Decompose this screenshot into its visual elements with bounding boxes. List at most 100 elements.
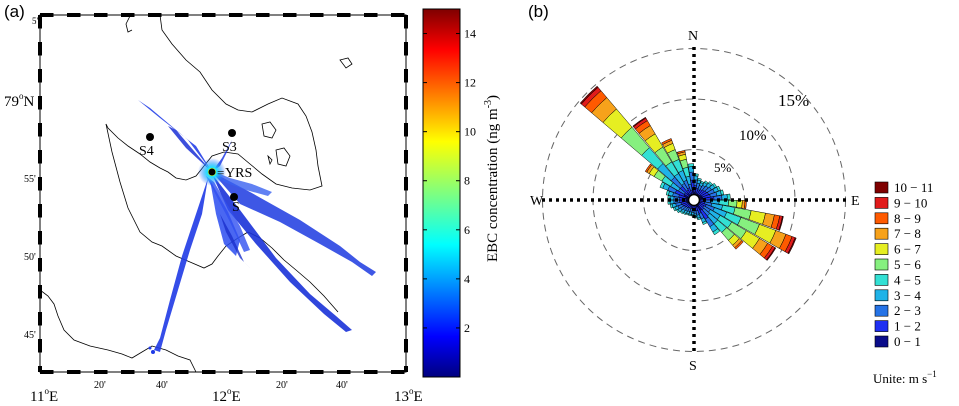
rose-center <box>687 193 701 207</box>
islet-4 <box>339 57 353 69</box>
lat-label-55: 55' <box>24 174 36 185</box>
coastline-north <box>105 15 323 191</box>
legend-label: 5 − 6 <box>894 257 921 272</box>
speed-legend: 10 − 119 − 108 − 97 − 86 − 75 − 64 − 53 … <box>874 180 933 349</box>
frame-tick <box>94 370 108 374</box>
legend-unit: Unite: m s−1 <box>873 369 937 386</box>
frame-tick <box>38 123 42 137</box>
dir-S: S <box>689 359 697 374</box>
legend-swatch <box>874 320 889 332</box>
rose-wedge-25-bin4 <box>700 180 705 185</box>
dir-W: W <box>530 194 544 209</box>
rose-wedge-45-bin4 <box>708 181 713 186</box>
coastline-nw-islet <box>125 15 133 33</box>
station-S3-label: S3 <box>222 140 237 155</box>
map-panel: S4 S3 = YRS S 5' 79oN 55' 50' 45' 11oE 2… <box>4 13 423 405</box>
rose-wedge-285-bin4 <box>665 190 670 196</box>
frame-tick <box>364 370 378 374</box>
islet-3 <box>267 154 273 166</box>
ring-label-5: 5% <box>714 160 732 175</box>
frame-tick <box>38 366 42 372</box>
frame-tick <box>310 370 324 374</box>
frame-tick <box>404 366 408 372</box>
colorbar-tick-label: 12 <box>464 76 476 90</box>
frame-tick <box>404 258 408 272</box>
frame-tick <box>67 370 81 374</box>
lon-label-20b: 20' <box>276 380 288 391</box>
frame-tick <box>404 42 408 56</box>
rose-wedge-165-bin4 <box>697 217 702 221</box>
rose-wedge-295-bin4 <box>659 181 666 189</box>
islet-2 <box>275 147 291 167</box>
legend-label: 6 − 7 <box>894 242 921 257</box>
rose-wedge-255-bin4 <box>669 203 674 209</box>
rose-wedge-85-bin4 <box>726 193 731 201</box>
legend-swatch <box>874 227 889 240</box>
frame-tick <box>364 13 378 17</box>
rose-wedge-145-bin4 <box>712 228 721 236</box>
legend-label: 7 − 8 <box>894 226 921 241</box>
wind-rose: N E S W 5% 10% 15% <box>530 29 860 374</box>
legend-swatch <box>874 243 889 255</box>
frame-tick <box>404 69 408 83</box>
frame-tick <box>38 42 42 56</box>
dir-E: E <box>851 194 860 209</box>
station-YRS-label: YRS <box>225 166 252 181</box>
rose-wedge-335-bin8 <box>661 138 673 145</box>
legend-label: 10 − 11 <box>894 180 933 195</box>
frame-tick <box>202 370 216 374</box>
colorbar-tick-label: 4 <box>464 272 470 286</box>
rose-wedge-135-bin8 <box>734 240 744 250</box>
frame-tick <box>38 15 42 29</box>
rose-wedge-155-bin4 <box>702 220 708 225</box>
frame-tick <box>38 150 42 164</box>
frame-tick <box>38 312 42 326</box>
lon-label-20a: 20' <box>94 380 106 391</box>
legend-swatch <box>874 258 889 271</box>
rose-wedge-35-bin4 <box>704 180 709 185</box>
legend-swatch <box>874 274 889 286</box>
frame-tick <box>38 204 42 218</box>
frame-tick <box>404 15 408 29</box>
rose-wedge-345-bin8 <box>676 150 686 155</box>
rose-wedge-305-bin8 <box>644 163 653 173</box>
legend-label: 1 − 2 <box>894 319 921 334</box>
lon-label-12e: 12oE <box>212 386 241 405</box>
rose-wedge-245-bin4 <box>672 206 677 212</box>
frame-tick <box>38 177 42 191</box>
lon-label-13e: 13oE <box>394 386 423 405</box>
frame-tick <box>40 13 54 17</box>
frame-tick <box>40 370 54 374</box>
station-S-marker <box>230 193 238 201</box>
frame-tick <box>121 370 135 374</box>
frame-tick <box>94 13 108 17</box>
colorbar-tick-label: 6 <box>464 223 470 237</box>
rose-wedge-235-bin4 <box>676 209 681 214</box>
legend-label: 8 − 9 <box>894 211 921 226</box>
frame-tick <box>337 13 351 17</box>
frame-tick <box>148 13 162 17</box>
frame-tick <box>404 177 408 191</box>
frame-tick <box>256 13 270 17</box>
frame-tick <box>67 13 81 17</box>
frame-tick <box>404 285 408 299</box>
frame-tick <box>175 13 189 17</box>
coastline-south <box>40 289 197 372</box>
frame-tick <box>175 370 189 374</box>
frame-tick <box>391 370 405 374</box>
legend-label: 3 − 4 <box>894 288 921 303</box>
frame-tick <box>404 96 408 110</box>
legend-swatch <box>874 212 889 225</box>
frame-tick <box>38 258 42 272</box>
rose-ring-5 <box>643 149 745 251</box>
rose-wedge-5-bin3 <box>693 175 699 181</box>
frame-tick <box>256 370 270 374</box>
rose-wedge-65-bin4 <box>716 185 721 192</box>
colorbar: 2 4 6 8 10 12 14 EBC concentration (ng m-3) <box>422 8 501 378</box>
colorbar-title: EBC concentration (ng m-3) <box>483 95 501 262</box>
lon-label-40a: 40' <box>156 380 168 391</box>
frame-tick <box>337 370 351 374</box>
colorbar-ticks: 2 4 6 8 10 12 14 <box>423 27 476 335</box>
plume-south <box>154 178 208 352</box>
